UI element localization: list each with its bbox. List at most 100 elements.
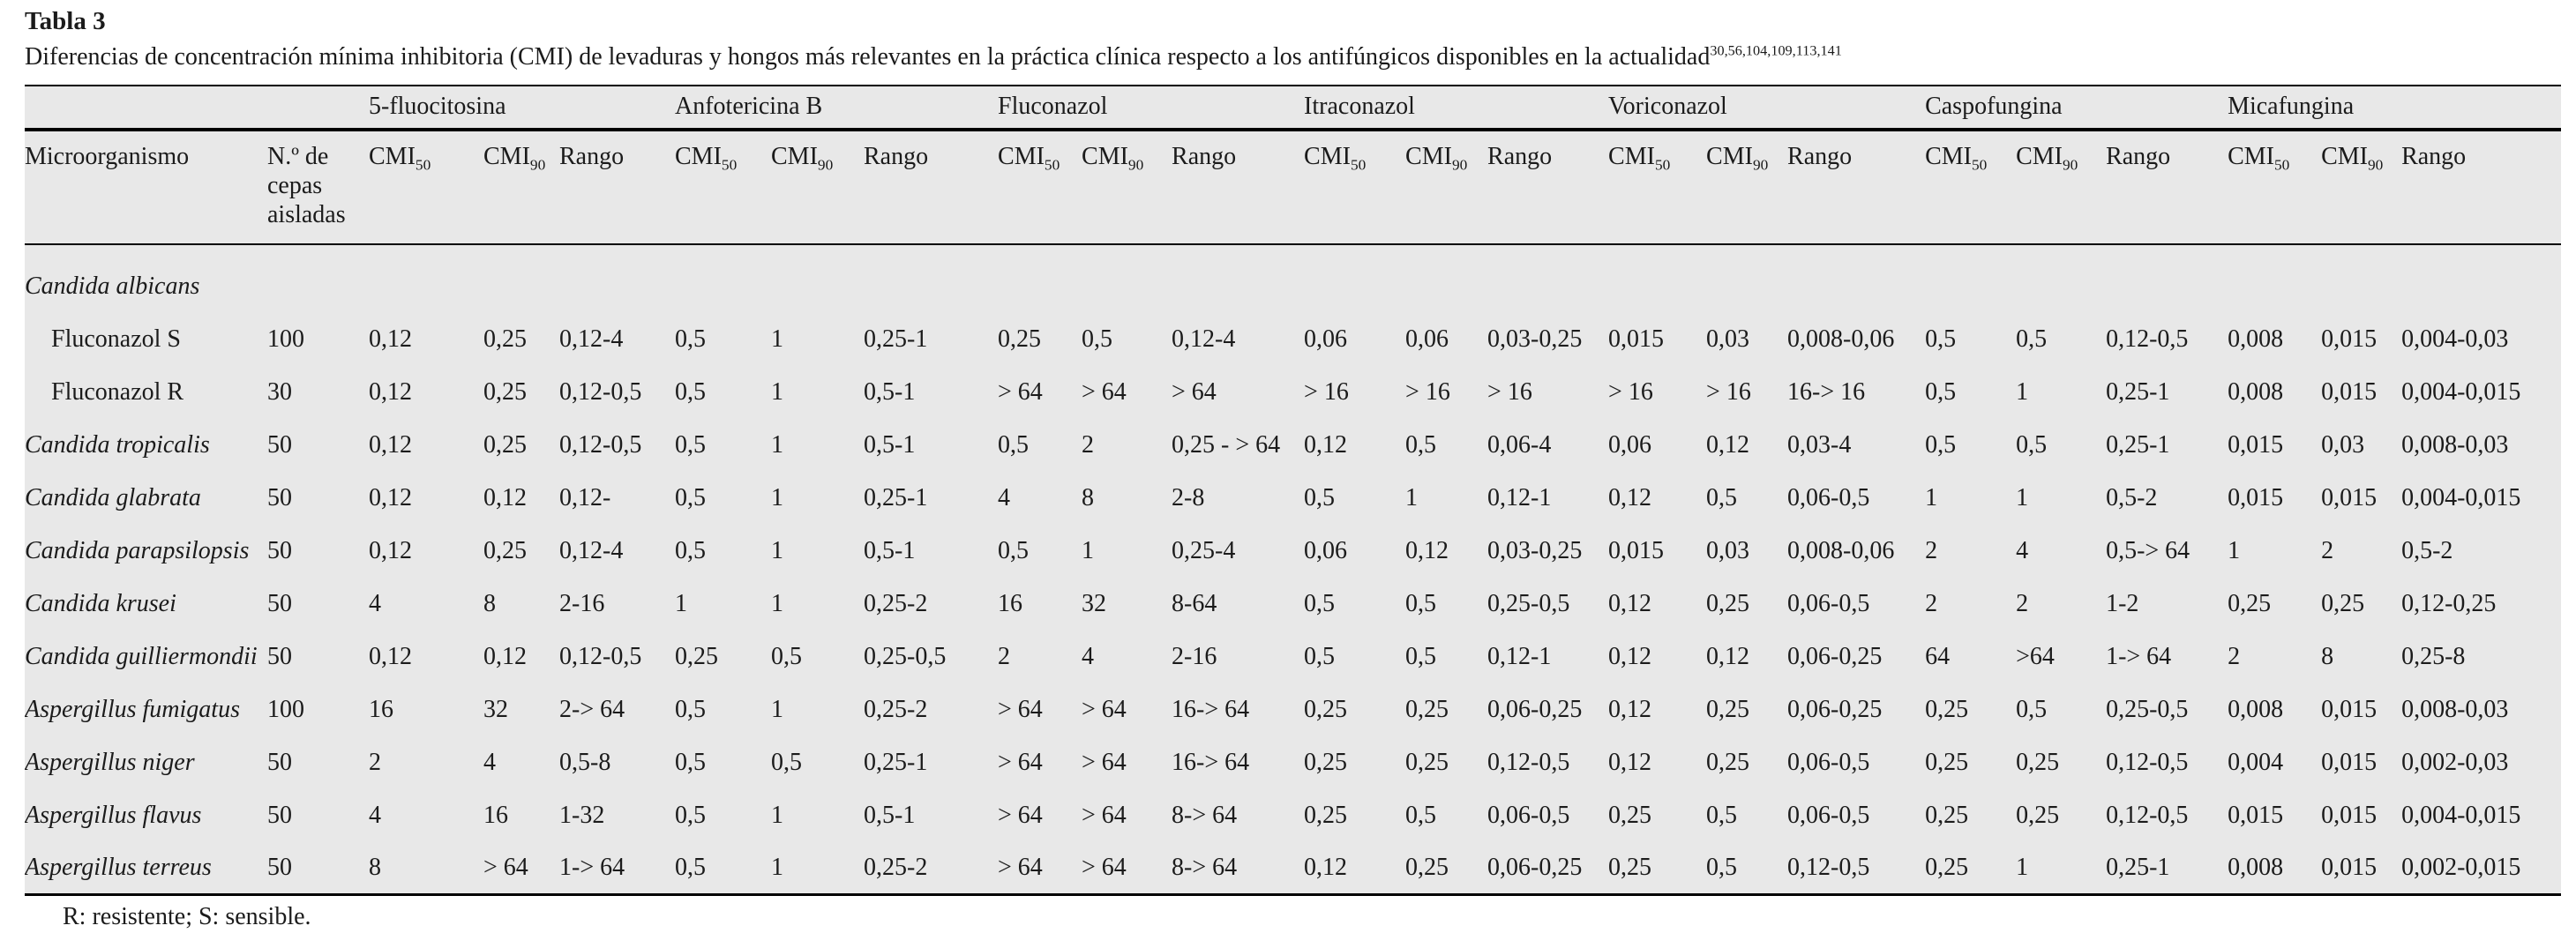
group-header-blank [25,85,369,131]
table-row: Aspergillus terreus 50 8 > 64 1-> 64 0,5 1 0,25… [25,842,2561,895]
table-row: Candida krusei 50 4 8 2-16 1 1 0,25-2 16 32 8-64 0,… [25,578,2561,631]
cell-value: 0,008-0,06 [1787,325,1895,353]
cell-value: 0,12 [483,483,527,511]
col-header-cmi50: CMI50 [369,129,483,245]
cell-value: 4 [369,589,381,617]
cell-value: 1 [771,430,783,459]
cmi-subscript: 90 [2367,156,2384,174]
cell-value: 0,06-0,25 [1787,695,1883,723]
col-header-cmi90: CMI90 [2016,129,2107,245]
cmi-label: CMI [1304,142,1351,170]
cell-value: 0,25 [1405,695,1449,723]
cell-value: 1-32 [559,801,605,829]
cell-value: > 16 [1304,377,1349,406]
cell-value: 0,5 [675,536,706,564]
cell-value: 1 [2228,536,2241,564]
cell-value: 2 [369,748,381,776]
cmi-label: CMI [2016,142,2063,170]
cell-n-cepas: 100 [267,695,304,723]
cell-value: 0,12 [1608,642,1652,670]
cell-value: 0,25-1 [2106,430,2170,459]
cell-n-cepas: 50 [267,801,292,829]
table-row: Candida guilliermondii 50 0,12 0,12 0,12-0,5… [25,631,2561,683]
cell-n-cepas: 50 [267,748,292,776]
cmi-label: CMI [1082,142,1128,170]
cell-value: 0,5 [675,377,706,406]
cell-value: 0,03 [2321,430,2365,459]
group-header-drug-0: 5-fluocitosina [369,85,675,131]
cell-value: 4 [483,748,496,776]
cell-value: > 64 [483,854,528,882]
cell-value: 0,12-4 [559,325,624,353]
cell-value: 0,5 [675,801,706,829]
col-header-cmi90: CMI90 [483,129,559,245]
cell-value: 0,25-2 [864,854,928,882]
cell-value: > 64 [998,801,1043,829]
cell-value: 0,12 [1608,483,1652,511]
cell-value: 1 [1082,536,1095,564]
cell-value: 0,25 [2321,589,2365,617]
cell-value: 1-> 64 [2106,642,2172,670]
cell-value: 0,25 [1304,695,1348,723]
cell-value: 0,5-1 [864,536,916,564]
cell-value: 0,25-0,5 [2106,695,2189,723]
col-header-cmi50: CMI50 [675,129,771,245]
cell-value: 0,015 [2228,430,2284,459]
cell-value: 0,5 [2016,695,2048,723]
group-header-drug-5: Caspofungina [1925,85,2228,131]
cell-value: 0,12 [1608,748,1652,776]
cell-value: 4 [2016,536,2029,564]
cell-value: 0,06-0,5 [1787,483,1870,511]
cell-value: 0,5-> 64 [2106,536,2190,564]
cell-value: > 16 [1706,377,1751,406]
cell-value: > 64 [1082,377,1127,406]
cmi-label: CMI [1405,142,1452,170]
cell-microorganism: Aspergillus fumigatus [25,695,240,723]
cell-value: 0,5 [2016,325,2048,353]
table-row: Fluconazol R 30 0,12 0,25 0,12-0,5 0,5 1 0,5-1 >… [25,366,2561,419]
caption-references: 30,56,104,109,113,141 [1710,43,1842,60]
table-footnote: R: resistente; S: sensible. [63,903,311,931]
group-header-drug-1: Anfotericina B [675,85,999,131]
cell-value: 0,5 [675,430,706,459]
cell-value: 0,03-0,25 [1487,536,1583,564]
table-row: Aspergillus niger 50 2 4 0,5-8 0,5 0,5 0,25-1 > … [25,736,2561,789]
cmi-label: CMI [998,142,1045,170]
cell-value: 0,25 [1925,695,1969,723]
cell-value: 0,5 [1925,325,1957,353]
group-header-drug-2: Fluconazol [998,85,1305,131]
cell-microorganism: Fluconazol S [51,325,181,353]
cell-value: 16 [998,589,1023,617]
col-header-cmi50: CMI50 [1608,129,1707,245]
cell-value: 0,5 [1405,801,1437,829]
cell-value: 0,03 [1706,536,1750,564]
cell-value: 1 [771,483,783,511]
cell-value: 2 [998,642,1011,670]
cell-value: > 16 [1405,377,1450,406]
cell-value: 0,25 [1405,748,1449,776]
col-header-rango: Rango [2401,129,2562,245]
cell-value: > 16 [1608,377,1653,406]
cell-microorganism: Candida parapsilopsis [25,536,250,564]
cell-value: 0,12-0,5 [559,642,642,670]
cell-value: 0,03-4 [1787,430,1852,459]
cell-value: 0,5 [1706,801,1738,829]
cell-microorganism: Candida tropicalis [25,430,210,459]
cell-value: 4 [1082,642,1095,670]
cell-value: >64 [2016,642,2055,670]
cell-value: 2 [2016,589,2029,617]
cmi-subscript: 50 [2273,156,2290,174]
cell-value: 0,5 [771,748,802,776]
cell-value: 2 [2321,536,2334,564]
table-row: Aspergillus flavus 50 4 16 1-32 0,5 1 0,5-1 > 64… [25,789,2561,842]
cell-value: > 64 [1082,748,1127,776]
cell-value: 1 [771,589,783,617]
cell-value: 0,12 [1706,642,1750,670]
cell-value: 1 [1925,483,1938,511]
cell-value: 8-64 [1172,589,1217,617]
cell-value: 0,5 [998,536,1030,564]
cell-value: 0,25 [483,536,527,564]
cell-value: 32 [1082,589,1107,617]
cell-value: 0,12 [1706,430,1750,459]
